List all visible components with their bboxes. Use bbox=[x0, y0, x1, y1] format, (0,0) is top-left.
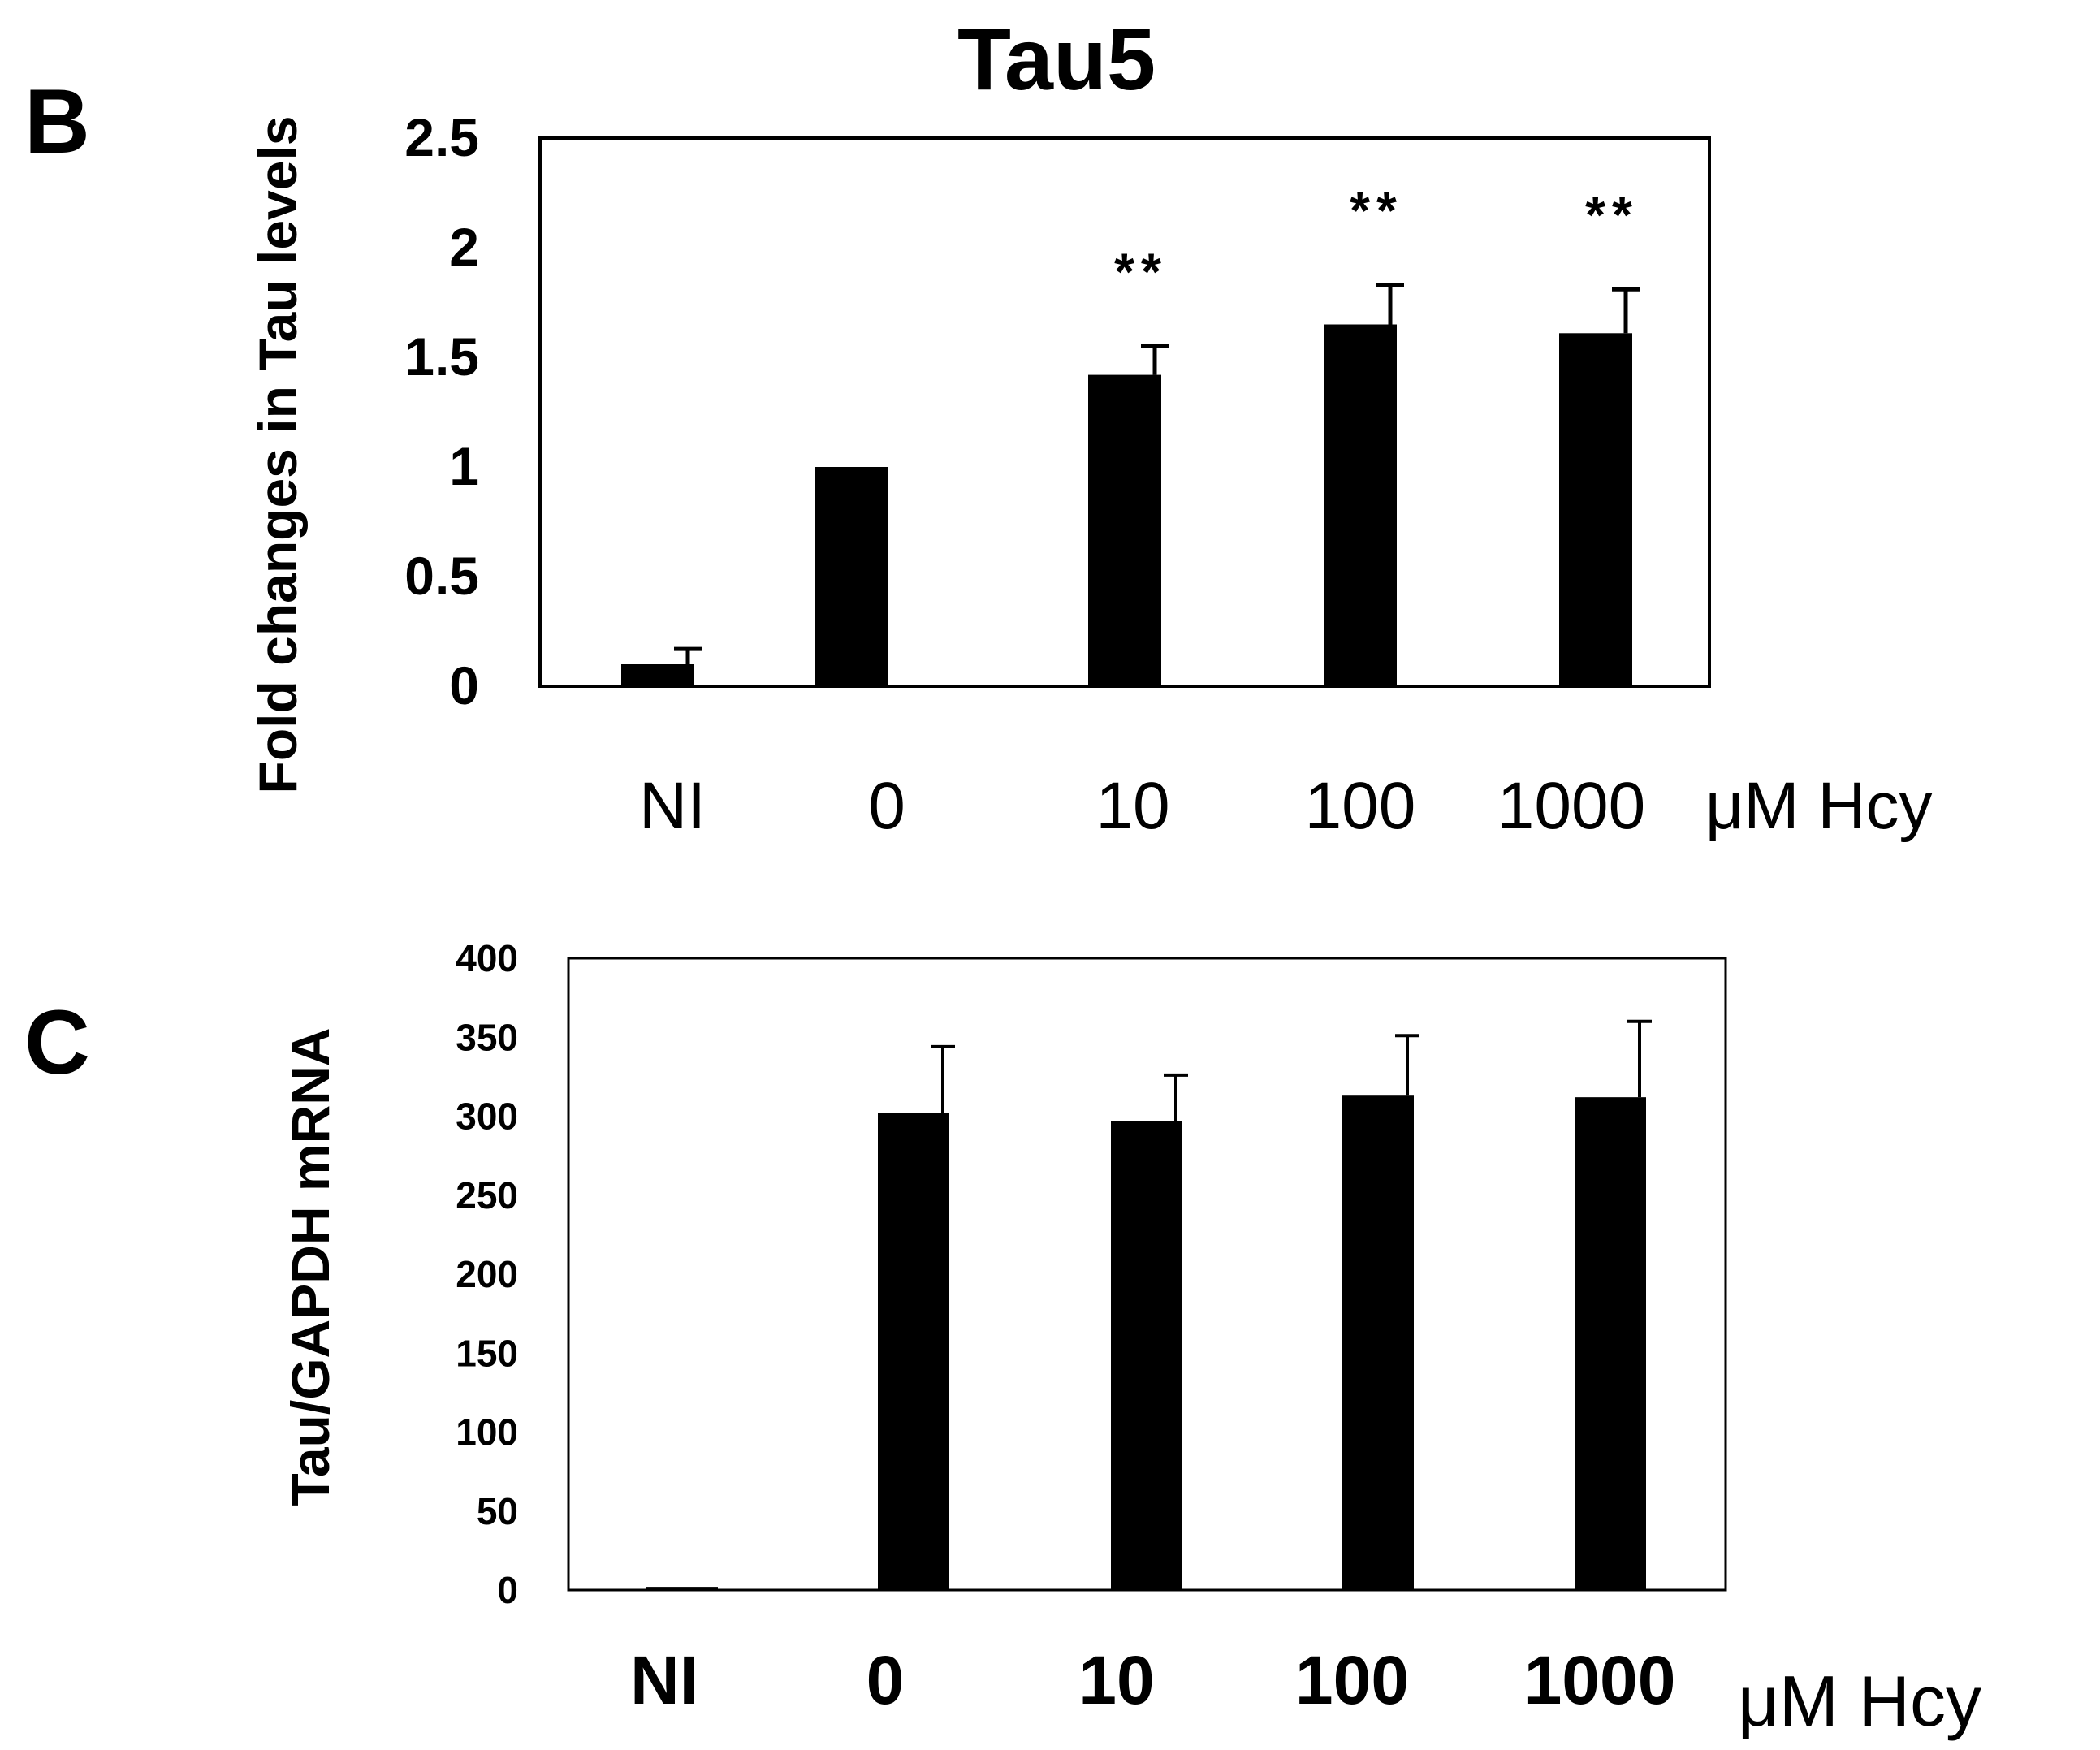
panel-c-y-tick-label: 400 bbox=[456, 937, 518, 979]
panel-c-category-label: NI bbox=[630, 1642, 698, 1718]
panel-b-y-ticks: 0 0.5 1 1.5 2 2.5 bbox=[404, 107, 479, 715]
panel-c-y-tick-label: 200 bbox=[456, 1253, 518, 1295]
panel-b-category-label: 10 bbox=[1095, 769, 1169, 843]
panel-b-bar-1000 bbox=[1559, 333, 1632, 686]
panel-c-y-tick-label: 300 bbox=[456, 1095, 518, 1138]
panel-b-bars bbox=[621, 324, 1632, 686]
panel-b-label: B bbox=[24, 71, 90, 172]
panel-b-error-bar-100 bbox=[1376, 283, 1404, 325]
panel-b-annotations: ** ** ** bbox=[1114, 181, 1639, 301]
panel-b-error-bar-10 bbox=[1141, 344, 1169, 375]
panel-c-category-labels: NI 0 10 100 1000 bbox=[630, 1642, 1675, 1718]
panel-b-bar-100 bbox=[1324, 324, 1397, 686]
panel-b-y-axis-label: Fold changes in Tau levels bbox=[248, 116, 308, 794]
panel-b-y-tick-label: 0.5 bbox=[404, 546, 479, 606]
panel-b-y-tick-label: 0 bbox=[449, 655, 479, 715]
panel-c-bar-100 bbox=[1342, 1095, 1414, 1590]
panel-c-bar-10 bbox=[1111, 1121, 1182, 1590]
panel-c-category-label: 100 bbox=[1295, 1642, 1409, 1718]
panel-b-chart: B Tau5 Fold changes in Tau levels 0 0.5 1 1… bbox=[24, 10, 1933, 843]
panel-b-error-bar-1000 bbox=[1612, 287, 1640, 334]
panel-b-category-label: 1000 bbox=[1497, 769, 1645, 843]
panel-c-bar-NI bbox=[646, 1587, 718, 1590]
panel-c-error-bar-1000 bbox=[1627, 1019, 1652, 1098]
panel-b-bar-NI bbox=[621, 664, 694, 686]
panel-b-bar-10 bbox=[1088, 374, 1161, 686]
panel-c-y-ticks: 0 50 100 150 200 250 300 350 400 bbox=[456, 937, 518, 1611]
panel-b-error-bar-NI bbox=[674, 646, 702, 664]
panel-c-bars bbox=[646, 1095, 1646, 1590]
panel-c-y-axis-label: Tau/GAPDH mRNA bbox=[280, 1027, 340, 1506]
panel-c-label: C bbox=[24, 992, 90, 1093]
panel-c-y-tick-label: 100 bbox=[456, 1411, 518, 1454]
panel-b-plot-frame bbox=[538, 136, 1711, 688]
panel-c-error-bar-0 bbox=[931, 1044, 955, 1113]
panel-b-unit-label: μM Hcy bbox=[1705, 769, 1933, 843]
panel-b-y-tick-label: 2.5 bbox=[404, 107, 479, 167]
panel-c-error-bars bbox=[931, 1019, 1652, 1121]
panel-c-y-tick-label: 50 bbox=[477, 1490, 518, 1532]
panel-b-category-label: NI bbox=[639, 769, 706, 843]
panel-c-y-tick-label: 0 bbox=[497, 1569, 518, 1611]
panel-b-y-tick-label: 2 bbox=[449, 217, 479, 277]
panel-b-significance-1000: ** bbox=[1585, 185, 1639, 244]
panel-b-category-labels: NI 0 10 100 1000 bbox=[639, 769, 1645, 843]
panel-c-error-bar-10 bbox=[1164, 1073, 1188, 1121]
panel-c-category-label: 1000 bbox=[1524, 1642, 1676, 1718]
panel-c-y-tick-label: 350 bbox=[456, 1016, 518, 1058]
panel-c-bar-0 bbox=[878, 1113, 949, 1590]
panel-b-significance-10: ** bbox=[1114, 243, 1168, 301]
panel-b-significance-100: ** bbox=[1350, 181, 1403, 240]
panel-c-chart: C Tau/GAPDH mRNA 05010015020025030035040… bbox=[24, 937, 1981, 1741]
panel-c-category-label: 10 bbox=[1078, 1642, 1154, 1718]
panel-b-title: Tau5 bbox=[957, 10, 1156, 108]
panel-c-y-tick-label: 150 bbox=[456, 1332, 518, 1374]
panel-c-y-tick-label: 250 bbox=[456, 1174, 518, 1216]
panel-c-category-label: 0 bbox=[866, 1642, 905, 1718]
panel-b-error-bars bbox=[674, 283, 1640, 664]
panel-c-plot-frame bbox=[567, 957, 1727, 1592]
panel-b-category-label: 100 bbox=[1305, 769, 1416, 843]
panel-c-unit-label: μM Hcy bbox=[1738, 1661, 1981, 1741]
panel-b-y-tick-label: 1 bbox=[449, 436, 479, 496]
panel-c-error-bar-100 bbox=[1395, 1034, 1419, 1096]
panel-c-bar-1000 bbox=[1575, 1097, 1646, 1590]
panel-b-y-tick-label: 1.5 bbox=[404, 326, 479, 387]
panel-b-bar-0 bbox=[815, 467, 888, 686]
panel-b-category-label: 0 bbox=[868, 769, 905, 843]
